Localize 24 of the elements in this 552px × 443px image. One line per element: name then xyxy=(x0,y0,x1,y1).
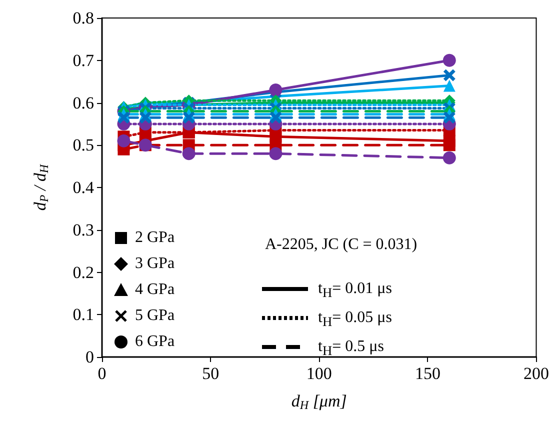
y-tick-label: 0 xyxy=(86,348,94,366)
y-tick-label: 0.2 xyxy=(72,262,94,282)
x-tick-label: 200 xyxy=(524,364,549,383)
annotation: 5 GPa xyxy=(135,307,175,325)
annotation: t$_{H}$= 0.05 μs xyxy=(318,309,392,332)
annotation: 4 GPa xyxy=(135,281,175,299)
y-tick-label: 0.5 xyxy=(72,136,94,155)
annotation: 2 GPa xyxy=(135,229,175,247)
x-tick-label: 0 xyxy=(98,364,106,383)
x-tick-label: 150 xyxy=(414,364,440,383)
x-tick-label: 50 xyxy=(202,364,220,383)
annotation: t$_{H}$= 0.5 μs xyxy=(318,338,384,360)
x-tick-label: 100 xyxy=(306,364,332,383)
y-tick-label: 0.3 xyxy=(72,220,94,240)
y-tick-label: 0.6 xyxy=(72,93,94,112)
y-tick-label: 0.4 xyxy=(72,178,94,197)
annotation: t$_{H}$= 0.01 μs xyxy=(318,280,392,302)
y-axis-title: dP / dH xyxy=(30,163,51,211)
annotation: 6 GPa xyxy=(135,333,175,351)
y-tick-label: 0.8 xyxy=(72,8,94,28)
annotation: 3 GPa xyxy=(135,255,175,273)
annotation: A-2205, JC (C = 0.031) xyxy=(265,236,418,254)
y-tick-label: 0.7 xyxy=(72,50,94,70)
y-tick-label: 0.1 xyxy=(72,305,94,324)
